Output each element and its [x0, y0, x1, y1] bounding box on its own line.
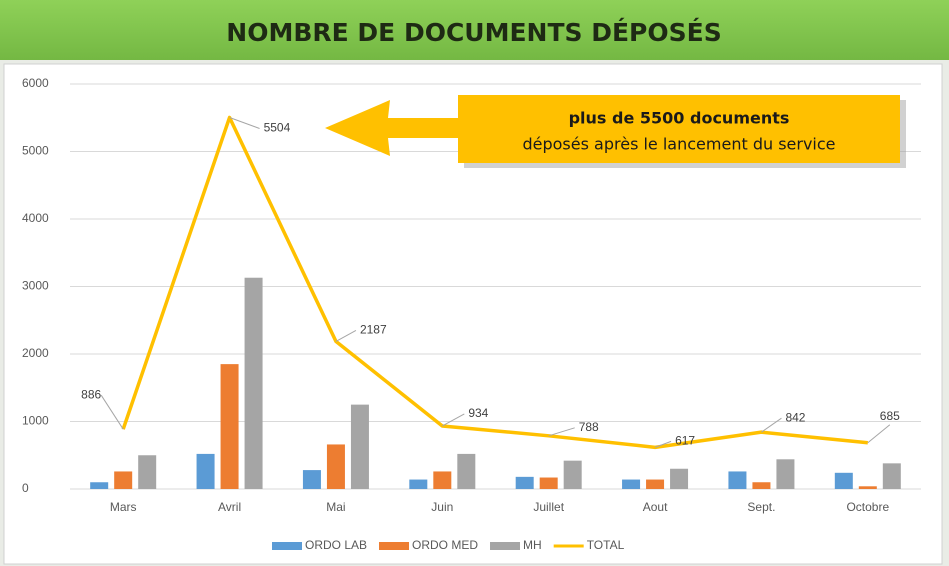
bar — [752, 482, 771, 489]
bar — [409, 479, 428, 489]
bar — [622, 479, 641, 489]
total-line — [121, 115, 868, 450]
legend-label: ORDO LAB — [305, 538, 367, 552]
x-tick-label: Mars — [110, 500, 137, 514]
bar — [138, 455, 157, 489]
x-tick-label: Aout — [643, 500, 668, 514]
legend-label: TOTAL — [587, 538, 625, 552]
bar — [670, 468, 689, 489]
legend-swatch — [272, 542, 302, 550]
bar — [220, 364, 239, 489]
bar — [728, 471, 747, 489]
bar — [350, 404, 369, 489]
x-tick-label: Octobre — [846, 500, 889, 514]
legend-swatch — [379, 542, 410, 550]
data-label: 685 — [880, 409, 900, 423]
chart-title: NOMBRE DE DOCUMENTS DÉPOSÉS — [226, 18, 721, 47]
y-tick-label: 4000 — [22, 211, 49, 225]
leader-line — [548, 427, 575, 437]
bar — [244, 277, 263, 489]
y-tick-label: 6000 — [22, 76, 49, 90]
data-label: 934 — [468, 406, 488, 420]
data-label: 617 — [675, 434, 695, 448]
leader-line — [442, 413, 465, 427]
bar — [882, 463, 901, 489]
leader-line — [100, 394, 124, 430]
bar — [563, 460, 582, 489]
bar — [196, 453, 215, 489]
bar — [776, 459, 795, 489]
bar — [834, 472, 853, 489]
data-label: 788 — [579, 420, 599, 434]
x-tick-label: Avril — [218, 500, 241, 514]
y-tick-label: 5000 — [22, 144, 49, 158]
annotation-arrow — [325, 100, 460, 156]
annotation-box — [458, 95, 900, 163]
bar — [433, 471, 452, 489]
x-tick-label: Sept. — [747, 500, 775, 514]
bar — [858, 486, 877, 489]
bar — [114, 471, 133, 489]
leader-line — [335, 329, 357, 342]
leader-line — [761, 417, 782, 433]
legend-swatch — [490, 542, 521, 550]
data-label: 886 — [81, 387, 101, 401]
leader-line — [867, 424, 891, 444]
data-label: 5504 — [264, 121, 291, 135]
header-band — [0, 0, 949, 60]
x-tick-label: Juillet — [533, 500, 564, 514]
x-tick-label: Mai — [326, 500, 345, 514]
bar — [302, 470, 321, 489]
y-tick-label: 1000 — [22, 414, 49, 428]
bar — [646, 479, 665, 489]
leader-line — [229, 117, 260, 129]
bar — [457, 453, 476, 489]
y-tick-label: 3000 — [22, 279, 49, 293]
bar — [515, 476, 534, 489]
y-tick-label: 0 — [22, 481, 29, 495]
x-tick-label: Juin — [431, 500, 453, 514]
bar — [326, 444, 345, 489]
data-label: 842 — [785, 410, 805, 424]
annotation-title: plus de 5500 documents — [569, 109, 790, 128]
legend-label: MH — [523, 538, 542, 552]
y-tick-label: 2000 — [22, 346, 49, 360]
bar — [539, 477, 558, 489]
leader-line — [654, 440, 672, 448]
data-label: 2187 — [360, 323, 387, 337]
bar — [90, 482, 109, 489]
annotation-text: déposés après le lancement du service — [522, 135, 835, 154]
legend-label: ORDO MED — [412, 538, 478, 552]
